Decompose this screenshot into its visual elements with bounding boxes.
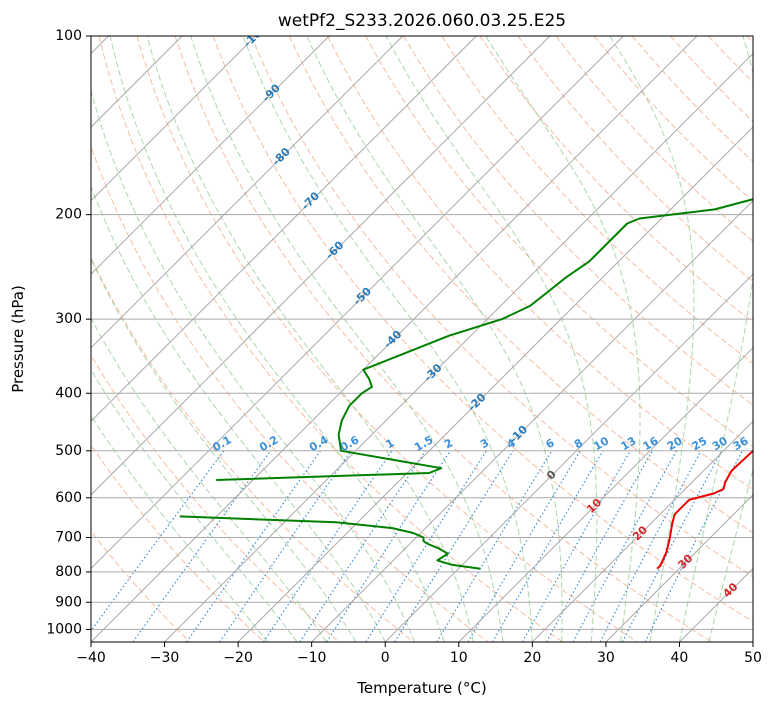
moist-adiabat-line bbox=[609, 36, 695, 642]
dewpoint-profile bbox=[216, 198, 753, 481]
moist-adiabat-line bbox=[91, 368, 298, 642]
isotherm-line bbox=[91, 36, 624, 570]
x-tick-label: 30 bbox=[597, 650, 615, 666]
dry-adiabat-line bbox=[136, 36, 638, 642]
moist-adiabat-line bbox=[91, 185, 386, 642]
isotherm-line bbox=[605, 494, 753, 642]
mixing-ratio-line bbox=[599, 450, 702, 642]
mixing-ratio-line bbox=[365, 450, 487, 642]
dry-adiabat-line bbox=[98, 36, 563, 642]
moist-adiabat-line bbox=[485, 36, 641, 642]
dry-adiabat-line bbox=[288, 36, 753, 534]
isotherm-line bbox=[91, 36, 330, 275]
dry-adiabat-line bbox=[365, 36, 753, 448]
isotherm-line bbox=[384, 273, 753, 642]
mixing-ratio-line bbox=[186, 450, 321, 642]
dry-adiabat-line bbox=[91, 354, 340, 642]
mixing-ratio-lines bbox=[91, 450, 743, 642]
moist-adiabat-line bbox=[109, 36, 445, 642]
moist-adiabat-line bbox=[190, 36, 504, 642]
isotherm-line bbox=[91, 36, 698, 642]
mixing-ratio-line bbox=[326, 450, 451, 642]
x-tick-label: 0 bbox=[381, 650, 390, 666]
isotherm-line bbox=[164, 52, 753, 642]
y-tick-label: 600 bbox=[55, 490, 82, 506]
moist-adiabat-line bbox=[146, 36, 474, 642]
y-tick-label: 1000 bbox=[46, 621, 82, 637]
y-tick-label: 400 bbox=[55, 385, 82, 401]
dewpoint-profile bbox=[179, 515, 481, 570]
isotherm-line bbox=[91, 36, 404, 349]
isotherm-line bbox=[91, 36, 477, 423]
y-tick-label: 200 bbox=[55, 207, 82, 223]
moist-adiabat-line bbox=[242, 36, 533, 642]
x-tick-label: 50 bbox=[744, 650, 762, 666]
x-tick-label: 40 bbox=[671, 650, 689, 666]
y-tick-label: 800 bbox=[55, 564, 82, 580]
mixing-ratio-line bbox=[521, 450, 631, 642]
isotherm-line bbox=[237, 126, 753, 642]
sounding-series bbox=[179, 198, 753, 570]
dry-adiabat-line bbox=[250, 36, 753, 578]
x-tick-label: −10 bbox=[297, 650, 327, 666]
x-axis-label: Temperature (°C) bbox=[356, 679, 486, 697]
dry-adiabat-line bbox=[212, 36, 753, 623]
dry-adiabat-line bbox=[91, 145, 489, 642]
x-tick-label: 20 bbox=[523, 650, 541, 666]
x-tick-label: 10 bbox=[450, 650, 468, 666]
y-tick-label: 700 bbox=[55, 530, 82, 546]
isotherm-line bbox=[91, 36, 551, 496]
mixing-ratio-line bbox=[572, 450, 678, 642]
dry-adiabat-line bbox=[403, 36, 753, 406]
y-tick-label: 300 bbox=[55, 311, 82, 327]
isobars bbox=[91, 36, 753, 630]
isotherm-line bbox=[458, 347, 753, 642]
x-tick-label: −30 bbox=[150, 650, 180, 666]
mixing-ratio-line bbox=[262, 450, 393, 642]
y-tick-label: 100 bbox=[55, 28, 82, 44]
dry-adiabat-line bbox=[91, 444, 265, 642]
y-tick-label: 500 bbox=[55, 443, 82, 459]
y-axis: 100 200 300 400 500 600 700 800 900 1000 bbox=[46, 28, 91, 637]
mixing-ratio-line bbox=[436, 450, 553, 642]
y-axis-label: Pressure (hPa) bbox=[9, 285, 27, 393]
moist-adiabat-line bbox=[91, 414, 268, 642]
moist-adiabat-line bbox=[385, 36, 598, 642]
mixing-ratio-line bbox=[219, 450, 352, 642]
plot-frame bbox=[90, 35, 754, 643]
isotherm-line bbox=[91, 36, 257, 202]
moist-adiabat-line bbox=[306, 36, 563, 642]
y-tick-label: 900 bbox=[55, 594, 82, 610]
isotherm-line bbox=[311, 199, 753, 642]
x-tick-label: −40 bbox=[76, 650, 106, 666]
isotherm-line bbox=[531, 420, 753, 642]
moist-adiabat-line bbox=[91, 257, 357, 642]
x-axis: −40 −30 −20 −10 0 10 20 30 40 50 bbox=[76, 642, 762, 666]
mixing-ratio-line bbox=[91, 450, 225, 632]
isotherms bbox=[91, 36, 753, 642]
mixing-ratio-line bbox=[299, 450, 426, 642]
chart-title: wetPf2_S233.2026.060.03.25.E25 bbox=[278, 11, 566, 31]
moist-adiabat-line bbox=[678, 36, 753, 642]
dry-adiabat-line bbox=[327, 36, 753, 491]
temperature-profile bbox=[656, 449, 753, 570]
mixing-ratio-line bbox=[546, 450, 653, 642]
mixing-ratio-line bbox=[132, 450, 272, 642]
x-tick-label: −20 bbox=[223, 650, 253, 666]
plot-area bbox=[91, 36, 753, 642]
